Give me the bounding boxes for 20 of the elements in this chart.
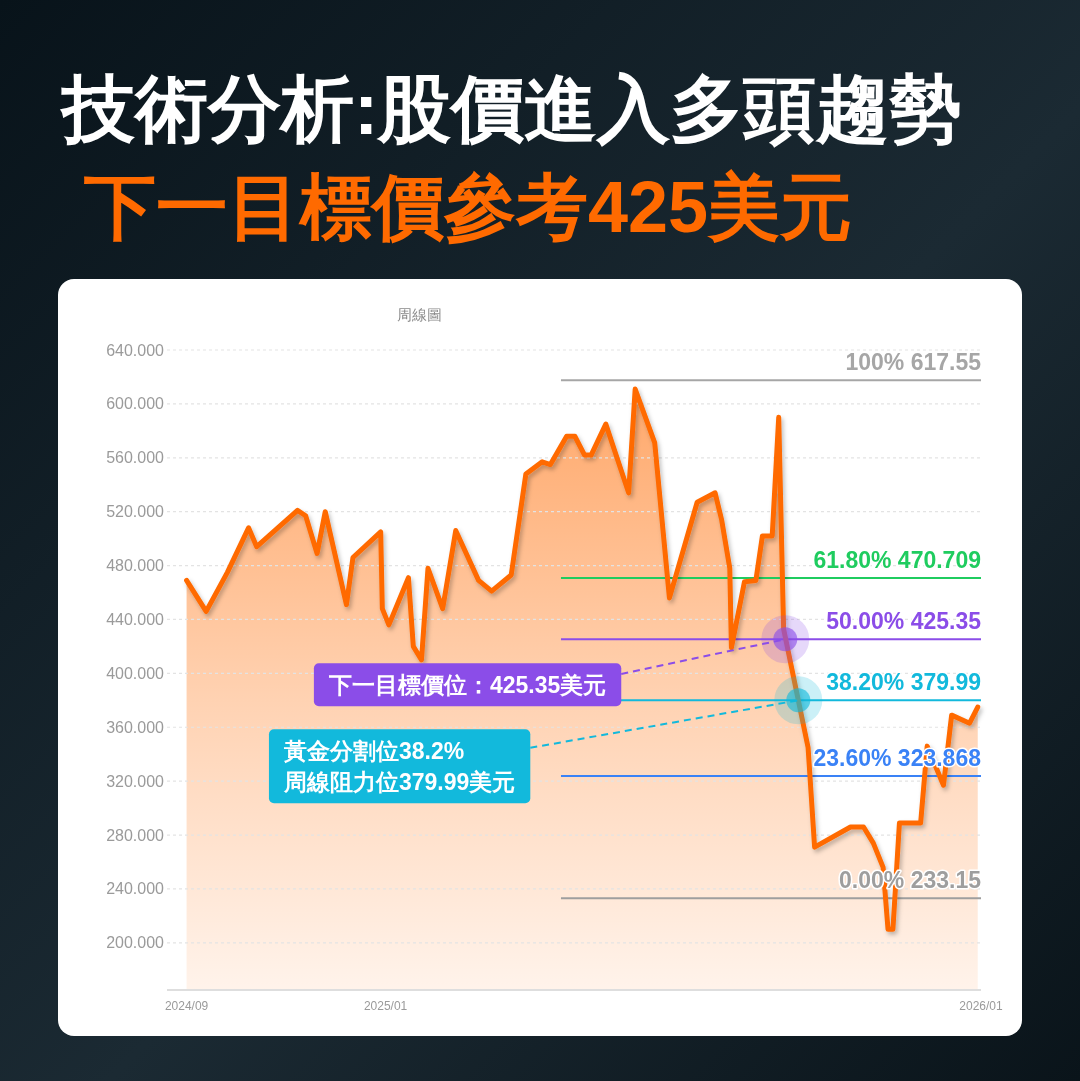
text: 周線圖 <box>396 305 442 323</box>
y-tick-label: 280.000 <box>106 826 165 844</box>
y-tick-label: 640.000 <box>106 341 165 359</box>
chart-title: 技術分析:股價進入多頭趨勢 <box>59 68 963 149</box>
y-tick-label: 480.000 <box>106 557 165 575</box>
x-tick-label: 2026/01 <box>959 999 1004 1013</box>
y-tick-label: 320.000 <box>106 772 165 790</box>
y-tick-label: 520.000 <box>106 503 165 521</box>
y-tick-label: 600.000 <box>106 395 165 413</box>
chart-subtitle: 下一目標價參考425美元 <box>84 167 853 247</box>
annotation: 下一目標價位：425.35美元 <box>327 671 607 698</box>
y-tick-label: 400.000 <box>106 664 165 682</box>
y-tick-label: 200.000 <box>106 934 165 952</box>
y-tick-label: 360.000 <box>106 718 165 736</box>
x-tick-label: 2025/01 <box>363 999 408 1013</box>
x-tick-label: 2024/09 <box>164 999 209 1013</box>
y-tick-label: 440.000 <box>106 610 165 628</box>
y-tick-label: 560.000 <box>106 449 165 467</box>
y-tick-label: 240.000 <box>106 880 165 898</box>
annotation: 黃金分割位38.2% 周線阻力位379.99美元 <box>282 737 516 795</box>
